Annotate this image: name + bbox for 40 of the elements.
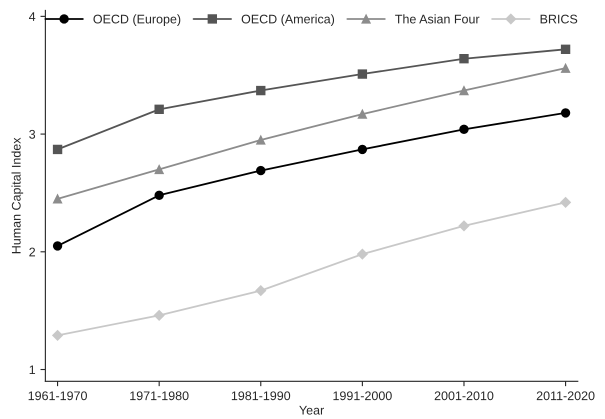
point xyxy=(358,109,368,119)
x-tick-label: 1961-1970 xyxy=(28,391,87,400)
point xyxy=(52,241,62,251)
x-tick-label: 1981-1990 xyxy=(232,391,290,400)
point xyxy=(459,86,469,96)
point xyxy=(256,86,266,96)
point xyxy=(154,310,165,321)
point xyxy=(256,166,266,176)
point xyxy=(358,69,368,79)
point xyxy=(52,330,63,341)
point xyxy=(560,108,570,118)
legend-label: BRICS xyxy=(540,14,578,24)
point xyxy=(154,104,164,114)
point xyxy=(256,135,266,145)
point xyxy=(52,144,62,154)
point xyxy=(458,220,470,232)
x-axis-title: Year xyxy=(299,406,324,415)
y-tick-label: 3 xyxy=(29,130,36,139)
point xyxy=(356,248,368,260)
point xyxy=(560,44,570,54)
point xyxy=(358,144,368,154)
legend-label: OECD (America) xyxy=(242,14,334,26)
x-tick-label: 1971-1980 xyxy=(130,391,189,400)
point xyxy=(560,63,570,73)
x-tick-label: 1991-2000 xyxy=(333,391,392,400)
y-tick-label: 4 xyxy=(28,12,36,21)
point xyxy=(459,54,469,64)
point xyxy=(459,124,469,134)
point xyxy=(154,190,164,200)
point xyxy=(560,196,572,208)
point xyxy=(52,194,62,204)
legend-label: The Asian Four xyxy=(395,14,480,24)
x-tick-label: 2001-2010 xyxy=(434,391,494,400)
y-axis-title: Human Capital Index xyxy=(11,138,24,254)
y-tick-label: 2 xyxy=(29,248,36,256)
point xyxy=(154,164,164,174)
x-tick-label: 2011-2020 xyxy=(536,391,595,400)
y-tick-label: 1 xyxy=(30,365,36,374)
legend-label: OECD (Europe) xyxy=(93,14,180,26)
point xyxy=(255,285,266,296)
